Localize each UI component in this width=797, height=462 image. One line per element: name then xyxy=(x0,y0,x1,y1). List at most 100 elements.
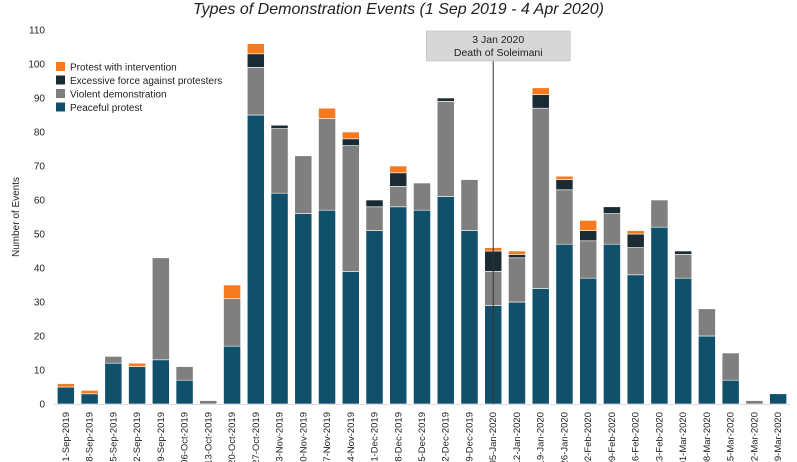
bar-segment-peaceful-protest xyxy=(603,243,621,405)
y-tick-label: 80 xyxy=(34,128,46,139)
bar-segment-peaceful-protest xyxy=(508,301,526,405)
bar-segment-excessive-force-against-protesters xyxy=(365,199,384,208)
bar-segment-violent-demonstration xyxy=(436,101,455,197)
x-tick-label: 02-Feb-2020 xyxy=(583,412,594,462)
x-tick-label: 26-Jan-2020 xyxy=(559,412,570,462)
bar-segment-excessive-force-against-protesters xyxy=(674,250,693,255)
x-tick-label: 05-Jan-2020 xyxy=(488,412,499,462)
bar-segment-protest-with-intervention xyxy=(508,250,526,255)
bar-segment-peaceful-protest xyxy=(104,362,123,405)
y-tick-label: 40 xyxy=(34,264,46,275)
y-tick-label: 70 xyxy=(34,162,46,173)
bar-segment-peaceful-protest xyxy=(650,226,669,405)
bar-segment-excessive-force-against-protesters xyxy=(341,138,360,146)
bar-segment-protest-with-intervention xyxy=(80,390,99,395)
bar-segment-violent-demonstration xyxy=(151,257,170,361)
x-tick-label: 29-Sep-2019 xyxy=(156,412,167,462)
bar-segment-violent-demonstration xyxy=(199,400,218,405)
x-tick-label: 15-Sep-2019 xyxy=(108,412,119,462)
bar-segment-violent-demonstration xyxy=(365,206,384,231)
bar-segment-protest-with-intervention xyxy=(318,107,336,119)
bar-segment-violent-demonstration xyxy=(175,366,194,381)
bar-segment-violent-demonstration xyxy=(721,352,740,381)
bar-segment-violent-demonstration xyxy=(341,145,360,272)
legend-label-peaceful-protest: Peaceful protest xyxy=(70,103,142,114)
bar-segment-violent-demonstration xyxy=(603,213,621,245)
annotation-date: 3 Jan 2020 xyxy=(472,34,524,46)
y-tick-label: 50 xyxy=(34,230,46,241)
bar-segment-peaceful-protest xyxy=(721,379,740,405)
x-tick-label: 01-Mar-2020 xyxy=(678,412,689,462)
x-tick-label: 22-Dec-2019 xyxy=(441,412,452,462)
x-tick-label: 03-Nov-2019 xyxy=(275,412,286,462)
x-tick-label: 15-Dec-2019 xyxy=(417,412,428,462)
bar-segment-violent-demonstration xyxy=(413,182,431,211)
bar-segment-excessive-force-against-protesters xyxy=(603,206,621,214)
y-tick-label: 30 xyxy=(34,298,46,309)
x-tick-label: 08-Mar-2020 xyxy=(702,412,713,462)
x-tick-label: 19-Jan-2020 xyxy=(536,412,547,462)
bar-segment-peaceful-protest xyxy=(318,209,336,405)
bar-segment-violent-demonstration xyxy=(389,186,408,208)
y-tick-label: 100 xyxy=(28,60,45,71)
bar-segment-violent-demonstration xyxy=(626,247,645,276)
bar-segment-peaceful-protest xyxy=(294,213,313,405)
x-tick-label: 23-Feb-2020 xyxy=(654,412,665,462)
legend-swatch-violent-demonstration xyxy=(56,89,65,98)
bar-segment-excessive-force-against-protesters xyxy=(579,230,598,242)
bar-segment-peaceful-protest xyxy=(555,243,574,405)
bar-segment-excessive-force-against-protesters xyxy=(270,124,289,129)
legend-label-excessive-force-against-protesters: Excessive force against protesters xyxy=(70,76,222,87)
legend-swatch-excessive-force-against-protesters xyxy=(56,75,65,85)
bar-segment-excessive-force-against-protesters xyxy=(436,97,455,102)
bar-segment-protest-with-intervention xyxy=(531,87,550,95)
bar-segment-violent-demonstration xyxy=(650,199,669,228)
bar-segment-peaceful-protest xyxy=(128,366,146,405)
bar-segment-peaceful-protest xyxy=(674,277,693,405)
x-tick-label: 10-Nov-2019 xyxy=(298,412,309,462)
x-tick-label: 15-Mar-2020 xyxy=(726,412,737,462)
x-tick-label: 24-Nov-2019 xyxy=(346,412,357,462)
bar-segment-violent-demonstration xyxy=(674,254,693,279)
bar-segment-protest-with-intervention xyxy=(626,230,645,235)
x-tick-label: 08-Sep-2019 xyxy=(85,412,96,462)
legend-swatch-peaceful-protest xyxy=(56,102,65,112)
bar-segment-excessive-force-against-protesters xyxy=(555,179,574,191)
bar-segment-violent-demonstration xyxy=(104,356,123,364)
bar-segment-excessive-force-against-protesters xyxy=(508,254,526,259)
x-tick-label: 22-Mar-2020 xyxy=(749,412,760,462)
bar-segment-peaceful-protest xyxy=(246,114,265,405)
y-tick-label: 0 xyxy=(39,400,45,411)
bar-segment-violent-demonstration xyxy=(318,118,336,211)
bar-segment-protest-with-intervention xyxy=(128,362,146,367)
chart-title: Types of Demonstration Events (1 Sep 201… xyxy=(193,1,604,18)
bar-segment-violent-demonstration xyxy=(745,400,764,405)
x-tick-label: 27-Oct-2019 xyxy=(251,412,262,462)
x-tick-label: 20-Oct-2019 xyxy=(227,412,238,462)
x-tick-label: 29-Dec-2019 xyxy=(464,412,475,462)
bar-segment-protest-with-intervention xyxy=(57,383,75,388)
y-tick-label: 90 xyxy=(34,94,46,105)
bar-segment-violent-demonstration xyxy=(246,67,265,116)
x-tick-label: 09-Feb-2020 xyxy=(607,412,618,462)
x-tick-label: 01-Dec-2019 xyxy=(370,412,381,462)
x-tick-label: 22-Sep-2019 xyxy=(132,412,143,462)
bar-segment-peaceful-protest xyxy=(151,359,170,405)
bar-segment-violent-demonstration xyxy=(294,155,313,214)
bar-segment-peaceful-protest xyxy=(223,345,241,405)
legend-label-violent-demonstration: Violent demonstration xyxy=(70,90,167,101)
bar-segment-violent-demonstration xyxy=(223,298,241,347)
bar-segment-peaceful-protest xyxy=(389,206,408,405)
bar-segment-protest-with-intervention xyxy=(246,43,265,55)
bar-segment-peaceful-protest xyxy=(531,288,550,405)
bar-segment-peaceful-protest xyxy=(626,274,645,405)
bar-segment-protest-with-intervention xyxy=(341,131,360,140)
bar-segment-peaceful-protest xyxy=(365,230,384,405)
bar-segment-violent-demonstration xyxy=(555,189,574,245)
bar-segment-peaceful-protest xyxy=(80,393,99,405)
bar-segment-violent-demonstration xyxy=(531,107,550,289)
bar-segment-peaceful-protest xyxy=(698,335,716,405)
bar-segment-excessive-force-against-protesters xyxy=(246,53,265,68)
bar-segment-excessive-force-against-protesters xyxy=(531,94,550,109)
